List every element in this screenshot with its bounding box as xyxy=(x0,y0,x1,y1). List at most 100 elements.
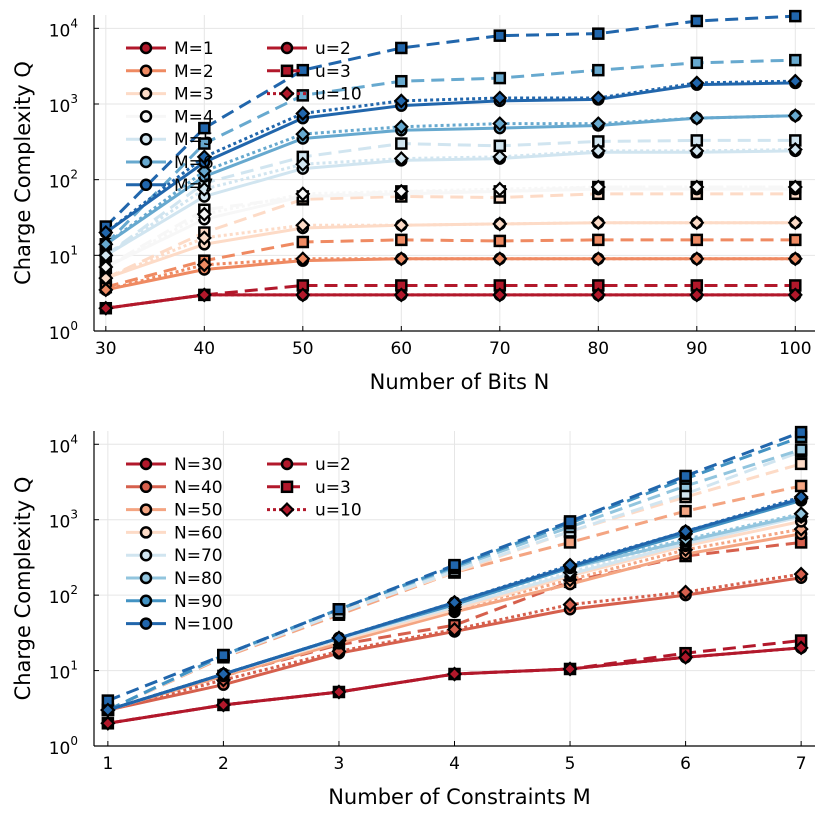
legend-item-n70: N=70 xyxy=(126,546,223,566)
data-point xyxy=(198,137,211,150)
series-line xyxy=(104,14,796,228)
x-tick-label: 30 xyxy=(95,339,117,359)
data-point xyxy=(448,558,461,572)
series-line xyxy=(104,81,796,234)
data-point xyxy=(492,181,508,197)
legend-marker xyxy=(139,617,153,630)
data-point xyxy=(678,523,694,539)
data-point xyxy=(196,230,212,246)
data-point xyxy=(562,557,578,573)
series-line xyxy=(105,149,796,257)
legend-marker xyxy=(139,480,153,494)
data-point xyxy=(295,287,311,303)
legend-label: M=1 xyxy=(174,39,214,59)
series-m7-u10 xyxy=(98,73,803,241)
data-point xyxy=(689,179,705,195)
data-point xyxy=(493,29,507,42)
legend-label: u=10 xyxy=(315,501,362,521)
data-point xyxy=(98,300,114,316)
y-tick-label: 102 xyxy=(49,583,78,608)
series-m6-u10 xyxy=(98,108,803,252)
data-point xyxy=(787,73,803,89)
x-tick-label: 3 xyxy=(334,754,345,774)
series-m4-u10 xyxy=(98,179,803,275)
legend-label: M=7 xyxy=(174,176,214,196)
x-tick-label: 4 xyxy=(449,754,460,774)
data-point xyxy=(592,233,605,247)
legend-marker xyxy=(139,178,153,192)
data-point xyxy=(690,233,704,247)
data-point xyxy=(98,270,114,286)
data-point xyxy=(196,181,212,197)
data-point xyxy=(590,143,606,159)
data-point xyxy=(590,251,606,267)
series-n30-u10 xyxy=(100,640,809,731)
data-point xyxy=(393,151,409,167)
x-tick-label: 5 xyxy=(565,754,576,774)
data-point xyxy=(787,287,803,303)
legend-label: N=90 xyxy=(174,592,223,612)
data-point xyxy=(678,649,694,665)
legend-marker xyxy=(139,87,153,100)
data-point xyxy=(395,74,408,88)
data-point xyxy=(789,233,802,247)
data-point xyxy=(98,259,114,275)
legend-item-u2: u=2 xyxy=(267,455,351,475)
series-line xyxy=(105,257,796,292)
data-point xyxy=(689,287,705,303)
data-point xyxy=(295,105,311,122)
y-tick-label: 101 xyxy=(49,243,78,268)
legend-marker xyxy=(139,457,153,471)
legend-item-n100: N=100 xyxy=(126,615,233,635)
data-point xyxy=(563,515,577,528)
data-point xyxy=(493,234,507,248)
data-point xyxy=(215,666,231,682)
data-point xyxy=(689,75,705,91)
legend-item-m6: M=6 xyxy=(126,153,214,173)
legend-marker xyxy=(139,571,153,585)
y-tick-label: 104 xyxy=(49,16,78,41)
series-line xyxy=(104,148,796,257)
data-point xyxy=(689,215,705,231)
data-point xyxy=(787,251,803,267)
legend-item-u10: u=10 xyxy=(267,501,362,521)
data-point xyxy=(295,156,311,172)
legend-label: N=70 xyxy=(174,546,223,566)
legend-label: M=5 xyxy=(174,130,214,150)
data-point xyxy=(794,457,808,471)
series-line xyxy=(104,79,796,234)
series-m5-u10 xyxy=(98,141,803,263)
data-point xyxy=(590,116,606,132)
x-tick-label: 70 xyxy=(489,339,511,359)
legend-marker xyxy=(280,41,294,55)
legend-marker xyxy=(279,86,295,102)
data-point xyxy=(395,137,408,150)
data-point xyxy=(678,584,694,600)
legend-label: M=4 xyxy=(174,107,214,127)
data-point xyxy=(492,149,508,165)
series-n100-u10 xyxy=(100,489,809,718)
legend-marker xyxy=(139,110,153,123)
data-point xyxy=(98,224,114,241)
legend-label: u=2 xyxy=(315,455,351,475)
data-point xyxy=(562,597,578,613)
legend-label: u=2 xyxy=(315,39,351,59)
data-point xyxy=(679,469,692,483)
series-line xyxy=(104,114,796,246)
data-point xyxy=(331,630,347,646)
series-m3-u10 xyxy=(98,215,803,286)
legend-label: u=10 xyxy=(315,85,362,105)
y-tick-label: 102 xyxy=(49,168,78,193)
data-point xyxy=(332,603,346,616)
data-point xyxy=(98,247,114,263)
data-point xyxy=(794,425,808,439)
legend-label: N=40 xyxy=(174,478,223,498)
legend-marker xyxy=(139,503,153,516)
legend-label: N=80 xyxy=(174,569,223,589)
y-tick-label: 103 xyxy=(49,508,78,533)
data-point xyxy=(295,217,311,233)
legend-item-u3: u=3 xyxy=(267,478,351,498)
legend-item-u3: u=3 xyxy=(267,62,351,82)
series-line xyxy=(105,283,796,310)
